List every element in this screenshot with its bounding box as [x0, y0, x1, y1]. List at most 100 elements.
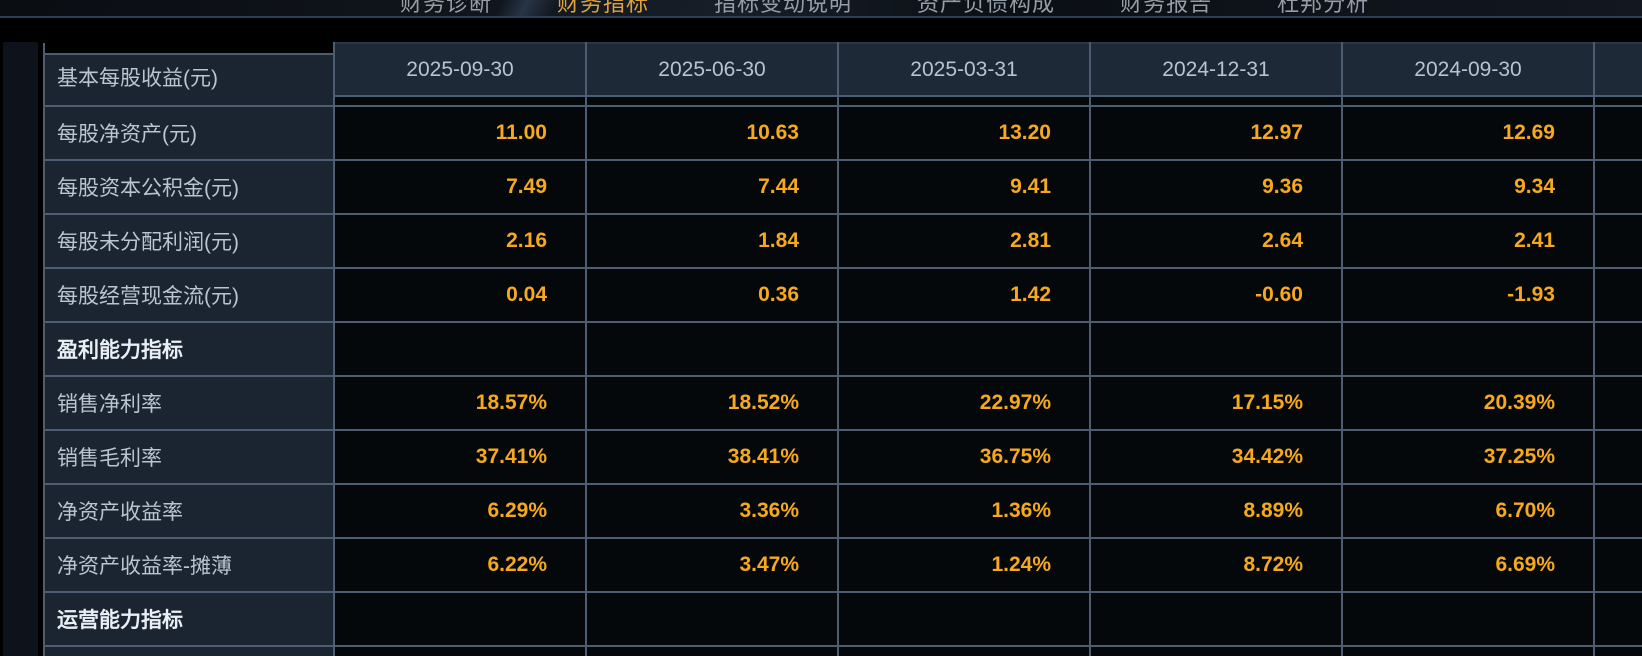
column-header-clipped: [1593, 42, 1642, 97]
value-cell: 18.52%: [585, 375, 839, 431]
value-cell: 2.81: [837, 213, 1091, 269]
value-cell-clipped: [1593, 105, 1642, 161]
value-cell-clipped: [1593, 483, 1642, 539]
value-cell: 7.44: [585, 159, 839, 215]
nav-tab[interactable]: 财务指标: [557, 0, 650, 16]
column-header-date: 2024-12-31: [1089, 42, 1343, 97]
value-cell: 6.70%: [1341, 483, 1595, 539]
value-cell: 6.69%: [1341, 537, 1595, 593]
value-cell: 1.84: [585, 213, 839, 269]
value-cell: -1.93: [1341, 267, 1595, 323]
column-header-date: 2025-03-31: [837, 42, 1091, 97]
value-cell-clipped: [1593, 375, 1642, 431]
value-cell: [585, 321, 839, 377]
table-row: 净资产收益率-摊薄 6.22% 3.47% 1.24% 8.72% 6.69%: [43, 537, 1642, 593]
row-label: 净资产收益率-摊薄: [43, 537, 335, 593]
left-gutter-strip: [3, 42, 38, 656]
value-cell-clipped: [1593, 429, 1642, 485]
value-cell: 37.41%: [333, 429, 587, 485]
value-cell: 12.69: [1341, 105, 1595, 161]
value-cell: [1089, 321, 1343, 377]
value-cell-clipped: [1593, 591, 1642, 647]
nav-tab[interactable]: 财务报告: [1120, 0, 1213, 16]
nav-tabs: 财务诊断 财务指标 指标变动说明 资产负债构成 财务报告 杜邦分析: [400, 0, 1369, 15]
table-row: 销售净利率 18.57% 18.52% 22.97% 17.15% 20.39%: [43, 375, 1642, 431]
value-cell: 34.42%: [1089, 429, 1343, 485]
top-navbar: 财务诊断 财务指标 指标变动说明 资产负债构成 财务报告 杜邦分析: [0, 0, 1642, 18]
value-cell: 2.64: [1089, 213, 1343, 269]
value-cell: 2.16: [333, 213, 587, 269]
value-cell: 9.36: [1089, 159, 1343, 215]
table-header-row: 基本每股收益(元) 2025-09-30 2025-06-30 2025-03-31…: [43, 42, 1642, 97]
value-cell: 10.63: [585, 105, 839, 161]
table-body: 每股净资产(元) 11.00 10.63 13.20 12.97 12.69 每股资本公积金…: [43, 95, 1642, 656]
value-cell: [333, 591, 587, 647]
nav-tab[interactable]: 指标变动说明: [714, 0, 853, 16]
value-cell: 1.36%: [837, 483, 1091, 539]
value-cell-clipped: [1593, 537, 1642, 593]
section-row: 盈利能力指标: [43, 321, 1642, 377]
row-label: 运营能力指标: [43, 591, 335, 647]
value-cell: 6.29%: [333, 483, 587, 539]
table-row: 每股资本公积金(元) 7.49 7.44 9.41 9.36 9.34: [43, 159, 1642, 215]
table-row: 每股未分配利润(元) 2.16 1.84 2.81 2.64 2.41: [43, 213, 1642, 269]
value-cell-clipped: [1593, 321, 1642, 377]
section-row: 运营能力指标: [43, 591, 1642, 647]
value-cell-clipped: [1593, 267, 1642, 323]
value-cell: 22.97%: [837, 375, 1091, 431]
table-row: 净资产收益率 6.29% 3.36% 1.36% 8.89% 6.70%: [43, 483, 1642, 539]
row-label: 每股净资产(元): [43, 105, 335, 161]
value-cell: 9.41: [837, 159, 1091, 215]
value-cell: 38.41%: [585, 429, 839, 485]
value-cell: [837, 321, 1091, 377]
row-label: 每股未分配利润(元): [43, 213, 335, 269]
value-cell: 7.49: [333, 159, 587, 215]
value-cell: -0.60: [1089, 267, 1343, 323]
column-header-date: 2025-09-30: [333, 42, 587, 97]
row-label: 销售毛利率: [43, 429, 335, 485]
corner-row-label: 基本每股收益(元): [43, 43, 335, 96]
row-label: 盈利能力指标: [43, 321, 335, 377]
nav-tab[interactable]: 资产负债构成: [917, 0, 1056, 16]
row-label: 净资产收益率: [43, 483, 335, 539]
value-cell: [333, 321, 587, 377]
clipped-row-sliver: [43, 95, 1642, 107]
value-cell: 1.24%: [837, 537, 1091, 593]
value-cell-clipped: [1593, 159, 1642, 215]
value-cell: [585, 591, 839, 647]
table-row: 每股经营现金流(元) 0.04 0.36 1.42 -0.60 -1.93: [43, 267, 1642, 323]
value-cell: [837, 591, 1091, 647]
nav-tab[interactable]: 杜邦分析: [1277, 0, 1370, 16]
value-cell: 13.20: [837, 105, 1091, 161]
value-cell: 3.36%: [585, 483, 839, 539]
column-header-date: 2025-06-30: [585, 42, 839, 97]
nav-tab[interactable]: 财务诊断: [400, 0, 493, 16]
value-cell: 8.72%: [1089, 537, 1343, 593]
row-label: 每股资本公积金(元): [43, 159, 335, 215]
value-cell: 8.89%: [1089, 483, 1343, 539]
financial-indicators-table[interactable]: 基本每股收益(元) 2025-09-30 2025-06-30 2025-03-31…: [43, 42, 1642, 656]
indicators-table: 基本每股收益(元) 2025-09-30 2025-06-30 2025-03-31…: [43, 42, 1642, 656]
value-cell: 12.97: [1089, 105, 1343, 161]
value-cell: 3.47%: [585, 537, 839, 593]
value-cell: [1341, 591, 1595, 647]
row-label: 每股经营现金流(元): [43, 267, 335, 323]
clipped-bottom-row: [43, 645, 1642, 656]
value-cell-clipped: [1593, 213, 1642, 269]
column-header-date: 2024-09-30: [1341, 42, 1595, 97]
table-row: 每股净资产(元) 11.00 10.63 13.20 12.97 12.69: [43, 105, 1642, 161]
value-cell: [1341, 321, 1595, 377]
value-cell: 9.34: [1341, 159, 1595, 215]
value-cell: 1.42: [837, 267, 1091, 323]
value-cell: 18.57%: [333, 375, 587, 431]
value-cell: 0.36: [585, 267, 839, 323]
value-cell: 37.25%: [1341, 429, 1595, 485]
value-cell: 0.04: [333, 267, 587, 323]
value-cell: 20.39%: [1341, 375, 1595, 431]
value-cell: 36.75%: [837, 429, 1091, 485]
value-cell: [1089, 591, 1343, 647]
value-cell: 2.41: [1341, 213, 1595, 269]
value-cell: 11.00: [333, 105, 587, 161]
row-label: 销售净利率: [43, 375, 335, 431]
table-row: 销售毛利率 37.41% 38.41% 36.75% 34.42% 37.25%: [43, 429, 1642, 485]
